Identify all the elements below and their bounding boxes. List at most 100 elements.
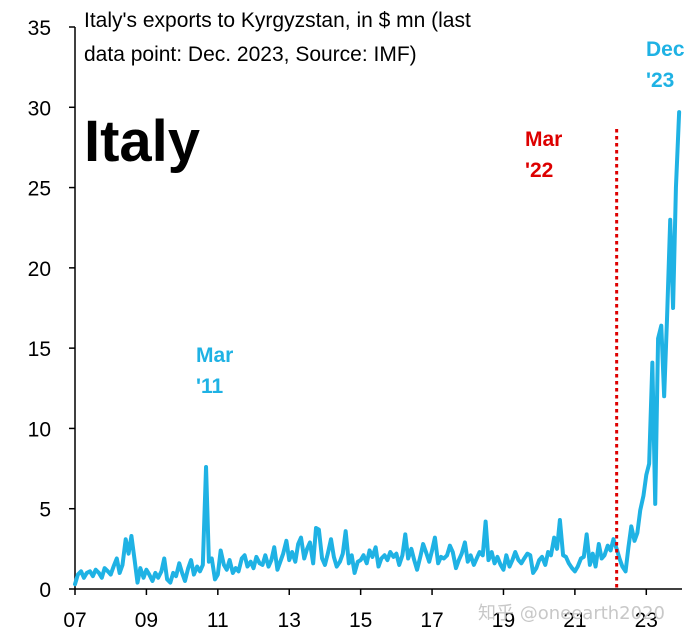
data-point xyxy=(126,552,131,556)
data-point xyxy=(284,539,288,543)
data-point xyxy=(400,553,405,557)
data-point xyxy=(475,556,479,561)
data-point xyxy=(662,394,666,398)
data-point xyxy=(361,553,366,557)
data-point xyxy=(486,558,491,562)
data-point xyxy=(153,571,157,575)
data-point xyxy=(305,547,309,551)
data-point xyxy=(359,558,363,562)
data-point xyxy=(344,529,348,533)
data-point xyxy=(111,564,116,569)
data-point xyxy=(326,552,330,556)
data-point xyxy=(243,553,247,557)
data-point xyxy=(600,556,604,561)
data-point xyxy=(561,553,565,557)
data-point xyxy=(147,572,151,577)
data-point xyxy=(418,555,422,559)
data-point xyxy=(329,537,333,541)
data-point xyxy=(534,566,538,570)
x-tick-label: 09 xyxy=(135,609,158,632)
data-point xyxy=(403,532,407,537)
data-point xyxy=(135,580,140,585)
data-point xyxy=(656,336,660,341)
data-point xyxy=(97,571,101,575)
data-point xyxy=(347,561,351,565)
x-tick-label: 19 xyxy=(492,609,515,632)
data-point xyxy=(668,218,672,222)
data-point xyxy=(641,494,646,498)
data-point xyxy=(507,564,512,569)
data-point xyxy=(162,556,166,561)
data-point xyxy=(168,580,172,585)
data-point xyxy=(323,563,327,567)
data-point xyxy=(543,563,547,567)
data-point xyxy=(608,548,613,553)
data-point xyxy=(466,560,470,564)
data-point xyxy=(293,560,297,564)
data-point xyxy=(602,553,607,557)
data-point xyxy=(76,572,80,577)
data-point xyxy=(79,569,83,573)
data-point xyxy=(299,536,303,540)
data-point xyxy=(109,572,113,577)
data-point xyxy=(263,553,267,557)
data-point xyxy=(186,566,190,570)
data-point xyxy=(260,563,265,567)
data-point xyxy=(370,555,375,559)
data-point xyxy=(573,569,577,573)
data-point xyxy=(225,568,229,572)
data-point xyxy=(290,550,294,554)
watermark: 知乎 @oneearth2020 xyxy=(478,603,665,624)
data-point xyxy=(240,556,244,561)
data-point xyxy=(82,576,86,580)
data-point xyxy=(552,536,556,540)
data-point xyxy=(499,563,503,567)
x-tick-label: 07 xyxy=(63,609,86,632)
data-point xyxy=(320,556,324,561)
data-point xyxy=(159,569,164,573)
data-point xyxy=(528,553,532,557)
data-point xyxy=(236,569,241,573)
data-point xyxy=(180,571,184,575)
data-point xyxy=(314,526,318,530)
data-point xyxy=(228,558,232,562)
data-point xyxy=(457,558,461,562)
data-point xyxy=(85,571,89,575)
annotation-mar11-line-1: Mar xyxy=(196,344,233,367)
data-point xyxy=(189,558,193,562)
data-point xyxy=(620,564,624,569)
data-point xyxy=(376,564,381,569)
data-point xyxy=(365,561,369,565)
data-point xyxy=(665,317,669,321)
data-point xyxy=(582,555,586,559)
data-point xyxy=(659,324,663,328)
y-tick-label: 30 xyxy=(28,97,51,120)
data-point xyxy=(397,563,401,567)
data-point xyxy=(567,561,571,565)
data-point xyxy=(513,550,517,554)
data-point xyxy=(650,360,654,365)
data-point xyxy=(644,473,648,477)
data-point xyxy=(546,550,550,554)
y-tick-label: 5 xyxy=(39,499,51,522)
data-point xyxy=(531,571,535,575)
data-point xyxy=(472,563,476,567)
data-point xyxy=(251,566,256,570)
data-point xyxy=(141,576,146,580)
data-point xyxy=(245,564,250,569)
data-point xyxy=(576,564,580,569)
data-point xyxy=(91,574,95,578)
data-point xyxy=(174,574,178,578)
annotation-dec23-line-2: '23 xyxy=(646,69,674,92)
data-point xyxy=(525,552,529,556)
data-point xyxy=(585,532,589,537)
data-point xyxy=(234,566,238,570)
data-point xyxy=(133,558,137,562)
data-point xyxy=(391,555,396,559)
data-point xyxy=(537,558,541,562)
data-point xyxy=(451,550,455,554)
data-point xyxy=(287,558,291,562)
data-point xyxy=(653,502,657,506)
chart-title-line-1: Italy's exports to Kyrgyzstan, in $ mn (… xyxy=(84,9,471,32)
